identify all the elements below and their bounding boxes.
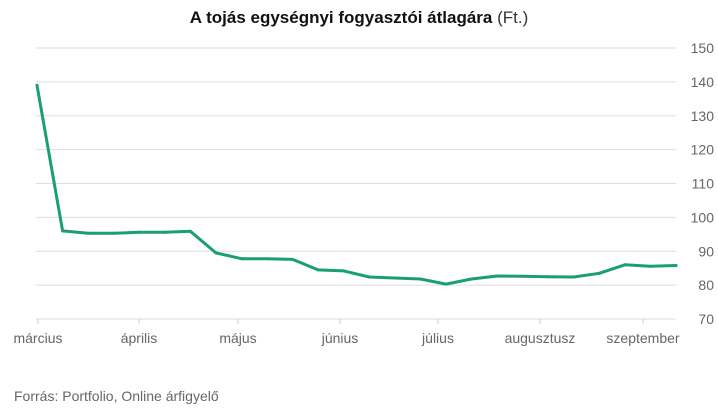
y-tick-label: 120 [691, 142, 715, 158]
chart-title: A tojás egységnyi fogyasztói átlagára (F… [0, 8, 718, 28]
data-point [112, 231, 116, 235]
data-point [470, 277, 473, 281]
y-tick-label: 150 [691, 40, 715, 56]
series-line [35, 83, 678, 286]
x-tick-label: szeptember [606, 330, 679, 346]
data-point [674, 264, 678, 267]
y-tick-label: 130 [691, 108, 715, 124]
series-layer [35, 83, 678, 286]
data-point [316, 268, 320, 272]
data-point [546, 275, 550, 279]
y-axis: 70 80 90 100 110 120 130 140 150 [691, 40, 715, 327]
data-point [444, 282, 448, 286]
x-tick-label: augusztusz [505, 330, 576, 346]
chart-title-unit: (Ft.) [497, 8, 529, 27]
data-point [188, 229, 192, 233]
y-tick-label: 100 [691, 209, 715, 225]
chart-title-main: A tojás egységnyi fogyasztói átlagára [189, 8, 493, 27]
data-point [623, 263, 627, 267]
data-point [418, 277, 422, 281]
data-point [572, 275, 576, 279]
grid-lines [36, 47, 676, 320]
data-point [367, 275, 371, 279]
x-tick-label: június [321, 330, 359, 346]
y-tick-label: 80 [698, 277, 714, 293]
data-point [393, 276, 397, 280]
data-point [495, 274, 499, 278]
data-point [86, 231, 90, 235]
x-tick-label: május [219, 330, 256, 346]
data-point [35, 83, 39, 87]
data-point [61, 229, 65, 233]
data-point [597, 271, 601, 275]
x-axis: március április május június július augusztus… [13, 319, 680, 346]
x-tick-label: április [121, 330, 158, 346]
data-point [521, 274, 525, 278]
y-tick-label: 90 [698, 243, 714, 259]
data-point [137, 230, 141, 234]
data-point [342, 269, 346, 273]
data-point [648, 264, 652, 268]
data-point [163, 230, 167, 234]
source-note: Forrás: Portfolio, Online árfigyelő [14, 388, 219, 404]
y-tick-label: 70 [698, 311, 714, 327]
y-tick-label: 110 [692, 176, 715, 192]
data-point [240, 257, 243, 261]
data-point [214, 251, 218, 255]
x-tick-label: július [421, 330, 454, 346]
y-tick-label: 140 [691, 74, 715, 90]
x-tick-label: március [13, 330, 62, 346]
data-point [291, 257, 295, 261]
data-point [265, 257, 269, 261]
